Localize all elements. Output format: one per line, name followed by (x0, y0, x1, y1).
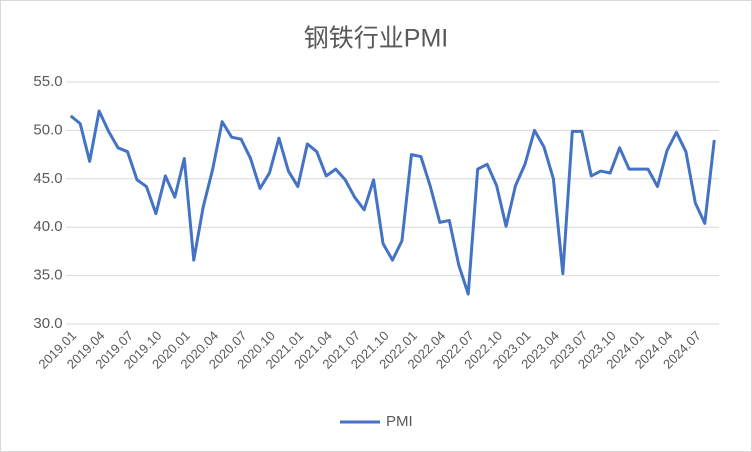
series-line (69, 109, 716, 296)
y-tick-label: 30.0 (33, 315, 62, 332)
legend-label: PMI (386, 413, 413, 430)
y-tick-label: 45.0 (33, 170, 62, 187)
y-tick-label: 40.0 (33, 218, 62, 235)
y-tick-label: 55.0 (33, 73, 62, 90)
chart-title: 钢铁行业PMI (304, 25, 448, 53)
y-tick-label: 50.0 (33, 121, 62, 138)
y-tick-label: 35.0 (33, 267, 62, 284)
